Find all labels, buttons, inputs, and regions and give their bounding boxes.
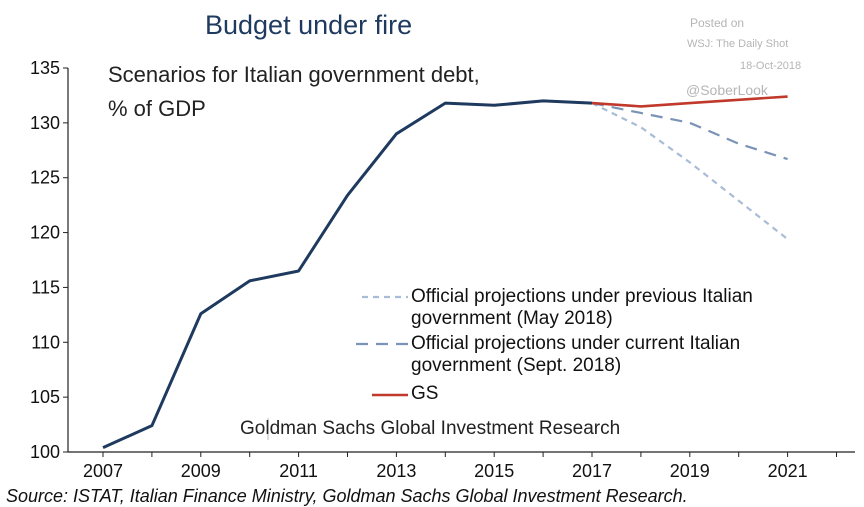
chart-subtitle-line2: % of GDP: [108, 96, 206, 121]
x-tick-label: 2011: [279, 461, 318, 481]
legend-curr-label-2: government (Sept. 2018): [411, 355, 622, 376]
y-tick-label: 115: [31, 277, 60, 297]
series-line-actual: [102, 99, 593, 449]
y-tick-label: 135: [30, 58, 60, 78]
series-line-gs: [591, 95, 788, 108]
x-tick-label: 2021: [768, 461, 808, 481]
series-line-curr: [591, 102, 788, 161]
legend-gs-label: GS: [411, 383, 439, 404]
legend-prev-label-1: Official projections under previous Ital…: [411, 286, 753, 307]
x-tick-label: 2009: [181, 461, 221, 481]
y-tick-label: 130: [30, 113, 60, 133]
watermark-posted: Posted on: [690, 16, 745, 30]
source-note: Source: ISTAT, Italian Finance Ministry,…: [6, 486, 688, 506]
chart-subtitle-line1: Scenarios for Italian government debt,: [108, 62, 480, 87]
watermark-date: 18-Oct-2018: [740, 60, 802, 72]
watermark-handle: @SoberLook: [686, 82, 768, 98]
y-tick-label: 125: [30, 168, 60, 188]
y-tick-label: 120: [30, 223, 60, 243]
chart-title: Budget under fire: [205, 10, 413, 40]
watermark-wsj: WSJ: The Daily Shot: [687, 38, 789, 50]
y-tick-label: 100: [30, 442, 60, 462]
x-tick-label: 2015: [474, 461, 514, 481]
x-tick-label: 2013: [376, 461, 416, 481]
legend-prev-label-2: government (May 2018): [411, 308, 613, 329]
y-tick-label: 105: [30, 387, 60, 407]
y-tick-label: 110: [31, 332, 60, 352]
legend-curr-label-1: Official projections under current Itali…: [411, 333, 741, 354]
series-line-prev: [591, 102, 789, 241]
footer-source-label: Goldman Sachs Global Investment Research: [240, 418, 621, 439]
x-tick-label: 2007: [83, 461, 123, 481]
x-tick-label: 2019: [670, 461, 710, 481]
x-tick-label: 2017: [572, 461, 612, 481]
